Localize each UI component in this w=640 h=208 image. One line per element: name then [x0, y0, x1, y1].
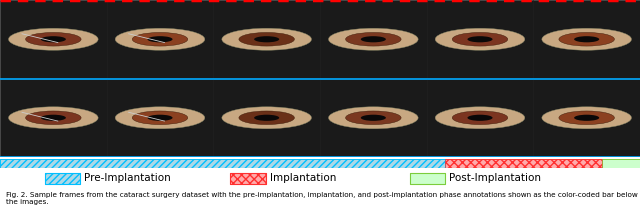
Bar [410, 173, 445, 184]
Bar [107, 0, 213, 79]
Circle shape [542, 28, 632, 50]
Circle shape [452, 32, 508, 46]
Circle shape [147, 36, 173, 42]
Circle shape [435, 28, 525, 50]
Circle shape [467, 115, 493, 121]
Bar [230, 173, 266, 184]
Circle shape [346, 111, 401, 125]
Bar [445, 158, 602, 168]
Bar [427, 79, 533, 157]
Circle shape [361, 36, 386, 42]
Circle shape [346, 32, 401, 46]
Circle shape [41, 36, 66, 42]
Circle shape [328, 107, 418, 129]
Circle shape [147, 115, 173, 121]
Circle shape [26, 111, 81, 125]
Bar [0, 79, 107, 157]
Text: Implantation: Implantation [270, 173, 337, 183]
Circle shape [115, 28, 205, 50]
Circle shape [542, 107, 632, 129]
Bar [410, 173, 445, 184]
Bar [445, 158, 602, 168]
Circle shape [239, 32, 294, 46]
Circle shape [574, 36, 599, 42]
Bar [230, 173, 266, 184]
Bar [0, 158, 445, 168]
Circle shape [328, 28, 418, 50]
Circle shape [222, 107, 312, 129]
Bar [45, 173, 80, 184]
Bar [533, 79, 640, 157]
Circle shape [559, 32, 614, 46]
Bar [0, 0, 107, 79]
Circle shape [467, 36, 493, 42]
Circle shape [222, 28, 312, 50]
Bar [602, 158, 640, 168]
Circle shape [26, 32, 81, 46]
Bar [0, 158, 445, 168]
Circle shape [559, 111, 614, 125]
Bar [533, 0, 640, 79]
Text: Post-Implantation: Post-Implantation [449, 173, 541, 183]
Bar [427, 0, 533, 79]
Circle shape [132, 111, 188, 125]
Bar [602, 158, 640, 168]
Text: Fig. 2. Sample frames from the cataract surgery dataset with the pre-implantatio: Fig. 2. Sample frames from the cataract … [6, 192, 638, 205]
Bar [107, 79, 213, 157]
Text: Pre-Implantation: Pre-Implantation [84, 173, 172, 183]
Circle shape [8, 107, 98, 129]
Circle shape [435, 107, 525, 129]
Circle shape [452, 111, 508, 125]
Circle shape [574, 115, 599, 121]
Circle shape [254, 115, 279, 121]
Bar [320, 79, 427, 157]
Circle shape [239, 111, 294, 125]
Circle shape [8, 28, 98, 50]
Circle shape [361, 115, 386, 121]
Circle shape [41, 115, 66, 121]
Circle shape [254, 36, 279, 42]
Circle shape [115, 107, 205, 129]
Bar [45, 173, 80, 184]
Circle shape [132, 32, 188, 46]
Bar [213, 0, 320, 79]
Bar [213, 79, 320, 157]
Bar [320, 0, 427, 79]
